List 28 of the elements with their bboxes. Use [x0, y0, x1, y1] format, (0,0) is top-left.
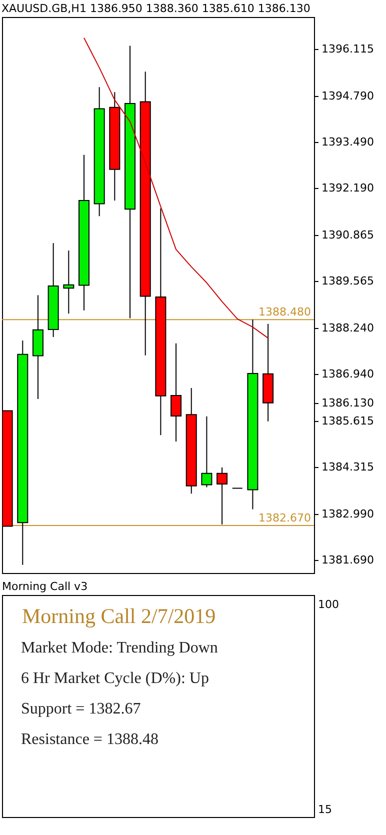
y-tick-label: 1392.190 [322, 182, 374, 195]
y-tick-label: 1390.865 [322, 228, 374, 242]
text: 6 Hr Market Cycle (D%): Up [21, 670, 209, 687]
candlestick [170, 342, 182, 442]
y-tick-label: 1389.565 [322, 274, 374, 288]
y-tick-label: 1386.940 [322, 368, 374, 381]
y-tick-label: 1393.490 [322, 136, 374, 149]
text: Support = 1382.67 [21, 700, 141, 718]
text: 15 [318, 803, 332, 816]
y-tick-label: 1382.990 [322, 508, 374, 521]
y-tick-label: 1381.690 [322, 554, 374, 567]
text: Resistance = 1388.48 [21, 731, 158, 748]
y-tick-label: 1385.615 [322, 414, 374, 428]
ref-line-label: 1382.670 [258, 512, 311, 525]
chart-title: XAUUSD.GB,H1 1386.950 1388.360 1385.610 1386.130 [2, 2, 310, 15]
candlestick [216, 466, 228, 525]
candlestick [63, 250, 74, 314]
candlestick [201, 416, 212, 488]
y-tick-label: 1396.115 [322, 42, 374, 56]
ref-line-label: 1388.480 [258, 306, 311, 319]
y-tick-label: 1394.790 [322, 90, 374, 103]
text: 100 [318, 598, 339, 611]
text: Morning Call v3 [2, 580, 88, 593]
y-tick-label: 1388.240 [322, 322, 374, 335]
y-tick-label: 1386.130 [322, 396, 374, 410]
text: Market Mode: Trending Down [21, 640, 218, 656]
text: Morning Call 2/7/2019 [22, 604, 216, 628]
y-tick-label: 1384.315 [322, 460, 374, 474]
